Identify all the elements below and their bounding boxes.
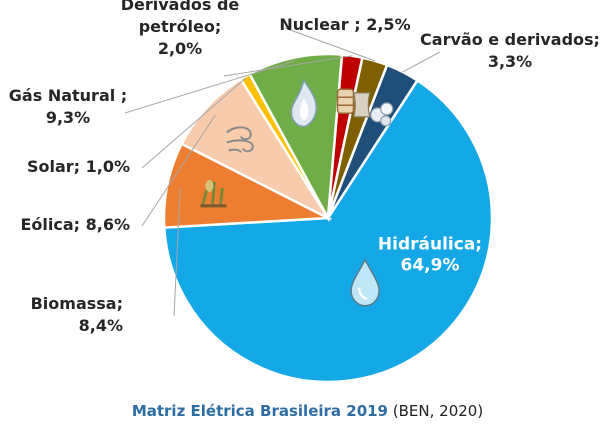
leader-line-carvao — [402, 51, 441, 73]
slice-label-line: petróleo; — [139, 17, 222, 36]
pie-slice-hidraulica — [162, 78, 494, 384]
slice-label-nuclear: Nuclear ; 2,5% — [279, 15, 410, 34]
slice-label-line: Carvão e derivados; — [420, 30, 600, 49]
chart-caption: Matriz Elétrica Brasileira 2019 (BEN, 20… — [0, 402, 615, 420]
slice-label-gas_natural: Gás Natural ; 9,3% — [9, 86, 127, 127]
nuclear-icon — [353, 92, 371, 118]
pie-slice-gas_natural — [247, 52, 344, 223]
slice-label-carvao: Carvão e derivados; 3,3% — [420, 30, 600, 71]
slice-label-hidraulica: Hidráulica; 64,9% — [378, 235, 482, 276]
slice-label-line: 64,9% — [401, 256, 460, 276]
leader-line-nuclear — [284, 27, 376, 62]
slice-label-line: Biomassa; — [31, 294, 123, 313]
leader-line-biomassa — [173, 187, 181, 317]
water-drop-icon — [350, 258, 380, 307]
slice-label-line: Nuclear ; 2,5% — [279, 15, 410, 34]
slice-label-line: Derivados de — [121, 0, 240, 14]
slice-label-line: Gás Natural ; — [9, 86, 127, 105]
slice-label-derivados_petroleo: Derivados de petróleo; 2,0% — [121, 0, 240, 58]
leader-line-derivados_petroleo — [223, 55, 353, 77]
oil-barrel-icon — [336, 88, 355, 114]
gas-flame-icon — [290, 78, 318, 128]
pie-slices — [162, 52, 494, 384]
coal-icon — [370, 102, 394, 127]
wind-icon — [226, 126, 254, 153]
pie-chart: Hidráulica; 64,9% Biomassa; 8,4% Eólica; 8,6… — [9, 0, 600, 384]
leader-line-eolica — [141, 114, 216, 227]
slice-label-solar: Solar; 1,0% — [27, 157, 130, 176]
slice-label-line: 2,0% — [158, 39, 202, 58]
slice-label-biomassa: Biomassa; 8,4% — [31, 294, 123, 335]
slice-labels: Hidráulica; 64,9% Biomassa; 8,4% Eólica; 8,6… — [9, 0, 600, 335]
slice-label-line: 8,4% — [79, 316, 123, 335]
slice-label-line: Hidráulica; — [378, 235, 482, 255]
slice-label-line: 9,3% — [46, 108, 90, 127]
caption-title: Matriz Elétrica Brasileira 2019 — [131, 402, 388, 420]
slice-label-line: Eólica; 8,6% — [20, 215, 130, 234]
slice-icons — [200, 78, 394, 307]
leader-lines — [124, 27, 441, 317]
caption-source: (BEN, 2020) — [388, 402, 484, 420]
pie-slice-eolica — [180, 77, 332, 222]
leader-line-solar — [141, 77, 247, 169]
slice-label-eolica: Eólica; 8,6% — [20, 215, 130, 234]
slice-label-line: 3,3% — [488, 52, 532, 71]
slice-label-line: Solar; 1,0% — [27, 157, 130, 176]
biomass-plant-icon — [200, 179, 227, 208]
